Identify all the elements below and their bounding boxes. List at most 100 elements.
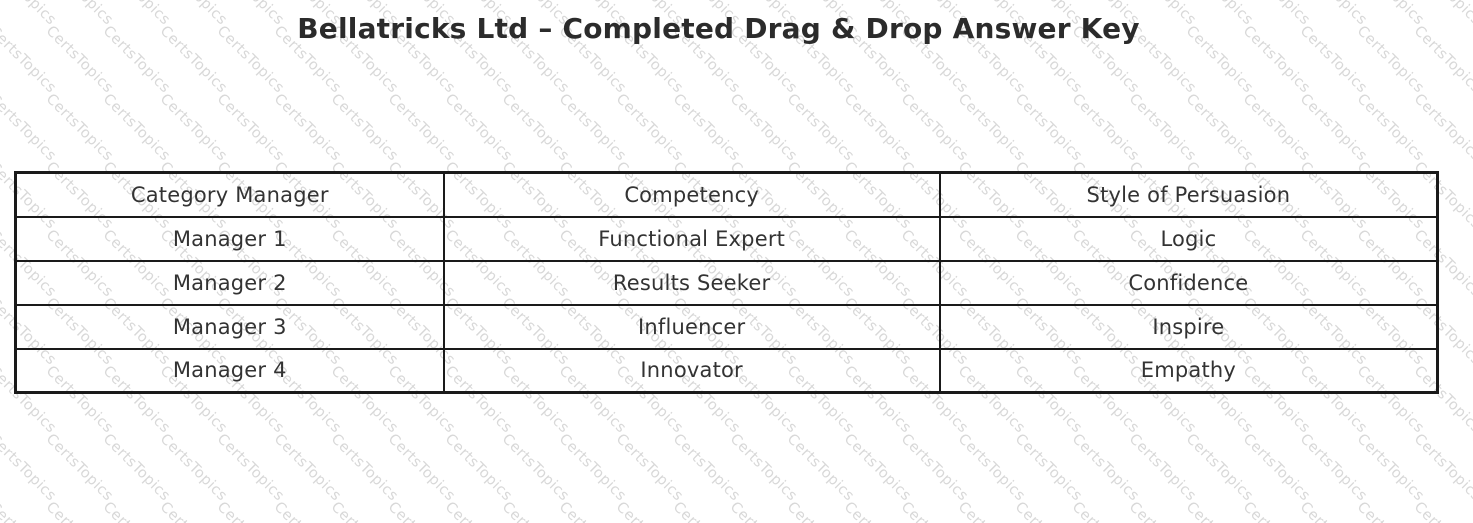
cell-manager-2-style: Confidence [938, 259, 1439, 306]
answer-key-table: Category Manager Competency Style of Per… [14, 171, 1439, 394]
watermark-text: CertsTopics [441, 91, 516, 165]
table-row-manager-2: Manager 2 Results Seeker Confidence [14, 259, 1439, 306]
watermark-text: CertsTopics [0, 363, 3, 437]
watermark-text: CertsTopics [840, 91, 915, 165]
watermark-text: CertsTopics [271, 499, 344, 523]
cell-manager-3-style: Inspire [938, 303, 1439, 350]
cell-manager-2-competency: Results Seeker [442, 259, 941, 306]
watermark-text: CertsTopics [442, 499, 515, 523]
watermark-text: CertsTopics [99, 91, 174, 165]
watermark-text: CertsTopics [783, 91, 858, 165]
watermark-text: CertsTopics [1068, 91, 1143, 165]
cell-manager-3-competency: Influencer [442, 303, 941, 350]
watermark-text: CertsTopics [1410, 431, 1473, 505]
cell-manager-1-competency: Functional Expert [442, 215, 941, 262]
watermark-text: CertsTopics [1467, 91, 1473, 165]
watermark-text: CertsTopics [841, 499, 914, 523]
watermark-text: CertsTopics [1182, 91, 1257, 165]
watermark-text: CertsTopics [784, 499, 857, 523]
watermark-text: CertsTopics [0, 91, 60, 165]
watermark-text: CertsTopics [327, 431, 402, 505]
watermark-text: CertsTopics [783, 431, 858, 505]
watermark-text: CertsTopics [1410, 91, 1473, 165]
watermark-text: CertsTopics [1011, 431, 1086, 505]
watermark-text: CertsTopics [898, 499, 971, 523]
watermark-text: CertsTopics [270, 91, 345, 165]
watermark-text: CertsTopics [42, 431, 117, 505]
watermark-text: CertsTopics [726, 91, 801, 165]
watermark-text: CertsTopics [1297, 499, 1370, 523]
watermark-text: CertsTopics [1125, 431, 1200, 505]
table-header-row: Category Manager Competency Style of Per… [14, 171, 1439, 218]
watermark-text: CertsTopics [1069, 499, 1142, 523]
watermark-text: CertsTopics [1182, 431, 1257, 505]
page-title: Bellatricks Ltd – Completed Drag & Drop … [297, 12, 1140, 45]
watermark-text: CertsTopics [156, 431, 231, 505]
watermark-text: CertsTopics [1467, 159, 1473, 233]
watermark-text: CertsTopics [1012, 499, 1085, 523]
watermark-text: CertsTopics [555, 91, 630, 165]
watermark-text: CertsTopics [954, 91, 1029, 165]
table-row-manager-4: Manager 4 Innovator Empathy [14, 347, 1439, 394]
watermark-text: CertsTopics [1125, 91, 1200, 165]
watermark-text: CertsTopics [897, 91, 972, 165]
watermark-text: CertsTopics [99, 431, 174, 505]
watermark-text: CertsTopics [385, 499, 458, 523]
watermark-text: CertsTopics [157, 499, 230, 523]
watermark-text: CertsTopics [727, 499, 800, 523]
watermark-text: CertsTopics [670, 499, 743, 523]
table-row-manager-3: Manager 3 Influencer Inspire [14, 303, 1439, 350]
watermark-text: CertsTopics [1467, 363, 1473, 437]
watermark-text: CertsTopics [1011, 91, 1086, 165]
watermark-text: CertsTopics [612, 431, 687, 505]
watermark-text: CertsTopics [1467, 431, 1473, 505]
watermark-text: CertsTopics [0, 295, 3, 369]
watermark-text: CertsTopics [1354, 499, 1427, 523]
watermark-text: CertsTopics [1239, 431, 1314, 505]
watermark-text: CertsTopics [555, 431, 630, 505]
watermark-text: CertsTopics [327, 91, 402, 165]
watermark-text: CertsTopics [1353, 91, 1428, 165]
cell-manager-4-style: Empathy [938, 347, 1439, 394]
watermark-text: CertsTopics [1239, 91, 1314, 165]
watermark-text: CertsTopics [1468, 0, 1473, 28]
watermark-text: CertsTopics [1353, 431, 1428, 505]
watermark-text: CertsTopics [955, 499, 1028, 523]
cell-manager-1-style: Logic [938, 215, 1439, 262]
watermark-text: CertsTopics [726, 431, 801, 505]
watermark-text: CertsTopics [328, 499, 401, 523]
watermark-text: CertsTopics [100, 499, 173, 523]
watermark-text: CertsTopics [213, 431, 288, 505]
table-row-manager-1: Manager 1 Functional Expert Logic [14, 215, 1439, 262]
watermark-text: CertsTopics [498, 431, 573, 505]
watermark-text: CertsTopics [0, 499, 2, 523]
cell-manager-4-name: Manager 4 [14, 347, 445, 394]
watermark-text: CertsTopics [669, 91, 744, 165]
column-header-style-of-persuasion: Style of Persuasion [938, 171, 1439, 218]
watermark-text: CertsTopics [156, 91, 231, 165]
watermark-text: CertsTopics [0, 499, 59, 523]
watermark-text: CertsTopics [0, 91, 3, 165]
cell-manager-3-name: Manager 3 [14, 303, 445, 350]
watermark-text: CertsTopics [1183, 499, 1256, 523]
watermark-text: CertsTopics [42, 91, 117, 165]
watermark-text: CertsTopics [384, 431, 459, 505]
column-header-competency: Competency [442, 171, 941, 218]
watermark-text: CertsTopics [1467, 227, 1473, 301]
watermark-text: CertsTopics [1296, 431, 1371, 505]
watermark-text: CertsTopics [0, 159, 3, 233]
watermark-text: CertsTopics [1126, 499, 1199, 523]
watermark-text: CertsTopics [612, 91, 687, 165]
watermark-text: CertsTopics [954, 431, 1029, 505]
watermark-text: CertsTopics [1240, 499, 1313, 523]
watermark-text: CertsTopics [897, 431, 972, 505]
watermark-text: CertsTopics [43, 499, 116, 523]
cell-manager-1-name: Manager 1 [14, 215, 445, 262]
watermark-text: CertsTopics [840, 431, 915, 505]
watermark-text: CertsTopics [0, 431, 3, 505]
watermark-text: CertsTopics [0, 227, 3, 301]
cell-manager-2-name: Manager 2 [14, 259, 445, 306]
watermark-text: CertsTopics [1468, 499, 1473, 523]
watermark-text: CertsTopics [669, 431, 744, 505]
